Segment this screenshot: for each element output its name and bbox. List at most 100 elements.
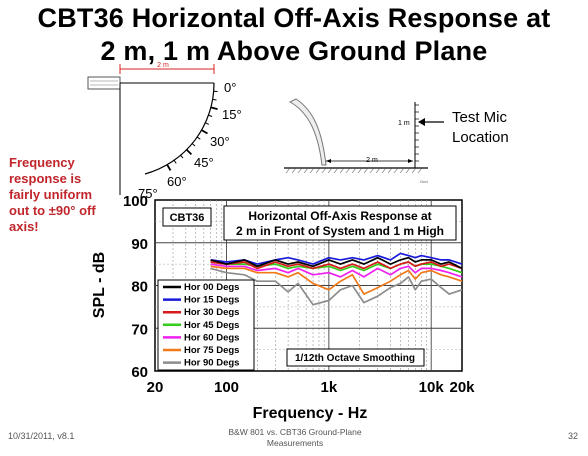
angle-label-45: 45° <box>194 155 214 170</box>
hatch-mark <box>381 167 387 174</box>
hatch-mark <box>393 167 399 174</box>
y-tick-label: 70 <box>131 321 148 338</box>
hatch-mark <box>405 167 411 174</box>
hatch-mark <box>291 167 297 174</box>
y-tick-labels: 60 70 80 90 100 <box>123 193 148 381</box>
angle-label-60: 60° <box>167 174 187 189</box>
legend-entry: Hor 75 Degs <box>184 345 239 356</box>
hatch-mark <box>315 167 321 174</box>
chart-badge: CBT36 <box>170 212 205 224</box>
y-axis-label: SPL - dB <box>91 252 108 318</box>
hatch-mark <box>327 167 333 174</box>
legend-entry: Hor 15 Degs <box>184 295 239 306</box>
chart-title-box <box>223 205 457 241</box>
polar-tick <box>185 148 193 156</box>
hatch-mark <box>309 167 315 174</box>
slide-title: CBT36 Horizontal Off-Axis Response at 2 … <box>0 2 588 68</box>
hatch-mark <box>321 167 327 174</box>
hatch-mark <box>333 167 339 174</box>
ground-label: Gnd <box>420 179 428 184</box>
polar-tick <box>210 106 218 111</box>
height-label: 1 m <box>398 120 410 127</box>
chart-title-line-2: 2 m in Front of System and 1 m High <box>236 224 444 238</box>
chart-title-line-1: Horizontal Off-Axis Response at <box>248 209 431 223</box>
x-axis-label: Frequency - Hz <box>253 405 368 422</box>
mic-label-line-1: Test Mic <box>452 109 508 126</box>
side-note-line: axis! <box>9 219 39 234</box>
hatch-mark <box>339 167 345 174</box>
polar-arc <box>144 82 215 175</box>
page-number: 32 <box>568 431 579 441</box>
series-line <box>210 261 463 270</box>
legend-entry: Hor 00 Degs <box>184 282 239 293</box>
series-line <box>210 252 463 265</box>
angle-label-30: 30° <box>210 134 230 149</box>
x-tick-labels: 20 100 1k 10k 20k <box>147 379 476 396</box>
hatch-mark <box>387 167 393 174</box>
footer-center-line-2: Measurements <box>266 438 324 448</box>
polar-tick <box>166 163 172 171</box>
legend-entry: Hor 45 Degs <box>184 320 239 331</box>
y-tick-label: 100 <box>123 193 148 210</box>
side-note-line: out to ±90° off <box>9 203 96 218</box>
side-note-line: fairly uniform <box>9 187 93 202</box>
hatch-mark <box>411 167 417 174</box>
series-line <box>210 263 463 278</box>
side-note-line: Frequency <box>9 155 75 170</box>
footer-date: 10/31/2011, v8.1 <box>8 431 75 441</box>
polar-tick <box>196 136 201 140</box>
side-view-diagram: 1 m 2 m Gnd Test Mic Location <box>284 98 509 184</box>
chart-badge-box <box>162 207 212 227</box>
polar-distance-label: 2 m <box>157 62 169 69</box>
hatch-mark <box>369 167 375 174</box>
hatch-mark <box>399 167 405 174</box>
hatch-mark <box>297 167 303 174</box>
series-lines <box>210 252 463 306</box>
polar-tick <box>180 154 184 159</box>
angle-label-75: 75° <box>138 186 158 200</box>
polar-tick <box>212 98 217 101</box>
side-note: Frequency response is fairly uniform out… <box>9 155 149 235</box>
x-tick-label: 100 <box>214 379 239 396</box>
y-tick-label: 90 <box>131 236 148 253</box>
ground-hatch <box>285 167 423 174</box>
hatch-mark <box>363 167 369 174</box>
side-distance-label: 2 m <box>366 157 378 164</box>
polar-tick <box>204 122 210 125</box>
y-tick-label: 80 <box>131 279 148 296</box>
x-tick-label: 20 <box>147 379 164 396</box>
slide-title-line-2: 2 m, 1 m Above Ground Plane <box>100 36 488 66</box>
side-note-line: response is <box>9 171 82 186</box>
hatch-mark <box>351 167 357 174</box>
hatch-mark <box>375 167 381 174</box>
hatch-mark <box>417 167 423 174</box>
polar-tick <box>208 114 213 117</box>
annotation-box <box>286 348 425 367</box>
series-line <box>210 267 463 306</box>
smoothing-annotation: 1/12th Octave Smoothing <box>295 353 415 364</box>
x-tick-label: 20k <box>449 379 475 396</box>
series-line <box>210 265 463 295</box>
polar-ticks <box>166 90 218 171</box>
footer-center-line-1: B&W 801 vs. CBT36 Ground-Plane <box>228 427 362 437</box>
polar-tick <box>173 159 177 164</box>
stand-ticks <box>415 104 419 162</box>
hatch-mark <box>345 167 351 174</box>
legend-entry: Hor 60 Degs <box>184 332 239 343</box>
array-icon <box>288 98 327 166</box>
polar-diagram: 2 m 0° 15° 30° 45° 60° 75° <box>87 62 242 200</box>
hatch-mark <box>357 167 363 174</box>
x-tick-label: 1k <box>321 379 338 396</box>
setup-diagrams: 2 m 0° 15° 30° 45° 60° 75° 1 m 2 m Gnd T… <box>87 62 509 200</box>
y-tick-label: 60 <box>131 364 148 381</box>
hatch-mark <box>285 167 291 174</box>
legend-entry: Hor 30 Degs <box>184 307 239 318</box>
polar-tick <box>200 129 208 135</box>
series-line <box>210 256 463 270</box>
angle-label-15: 15° <box>222 107 242 122</box>
hatch-mark <box>303 167 309 174</box>
mic-label-line-2: Location <box>452 129 509 146</box>
x-tick-label: 10k <box>419 379 445 396</box>
polar-tick <box>191 143 196 147</box>
